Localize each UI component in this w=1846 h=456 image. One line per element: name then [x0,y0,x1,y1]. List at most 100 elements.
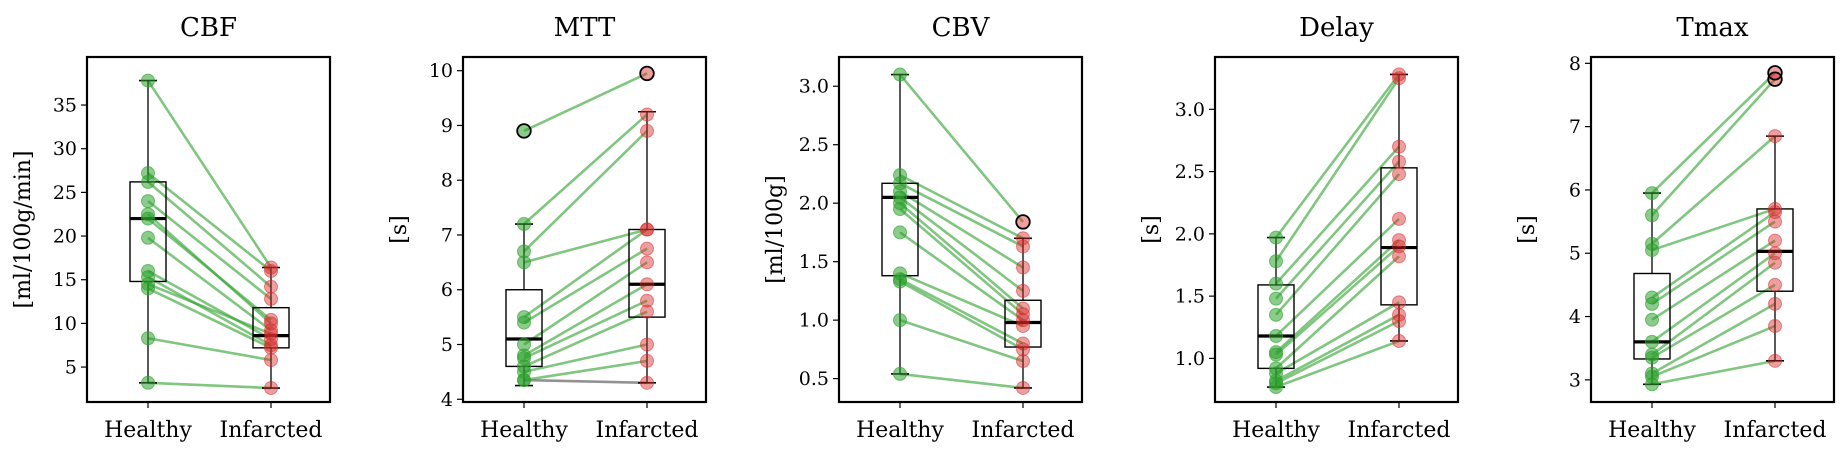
pair-line [146,79,273,269]
infarcted-point [1016,318,1030,333]
pair-line [147,180,272,288]
x-category-label: Healthy [1232,418,1320,443]
infarcted-point [1016,239,1030,254]
infarcted-point [1016,313,1030,328]
pair-line [899,182,1024,248]
healthy-point [517,217,531,232]
y-axis-label: [s] [1515,215,1540,243]
y-axis-label: [s] [1139,215,1164,243]
y-tick-label: 2.5 [799,134,829,156]
pair-line [147,269,272,341]
axes-frame [461,55,708,404]
infarcted-point [1392,239,1406,254]
infarcted-point [640,375,654,390]
y-tick-label: 1.5 [1175,286,1205,308]
y-tick-label: 9 [441,115,453,137]
panel-title: CBF [180,13,237,43]
pair-line [1651,252,1776,343]
outlier-point [516,123,532,139]
healthy-point [893,202,907,217]
outlier-point [1767,65,1783,81]
pair-line [899,73,1024,223]
y-axis-label: [ml/100g/min] [11,150,36,308]
infarcted-point [1016,301,1030,316]
y-tick-label: 3.0 [799,76,829,98]
pair-line [523,228,648,319]
healthy-point [893,313,907,328]
healthy-point [1645,243,1659,258]
infarcted-point [640,241,654,256]
infarcted-point [1768,353,1782,368]
healthy-point [1269,347,1283,362]
infarcted-point [1016,307,1030,322]
healthy-point [517,315,531,330]
healthy-point [141,174,155,189]
infarcted-point [640,353,654,368]
pair-line [1275,301,1400,375]
y-tick-label: 35 [53,95,77,117]
y-tick-label: 25 [53,182,77,204]
pair-line [1651,78,1776,217]
infarcted-point [1016,380,1030,395]
healthy-point [517,255,531,270]
healthy-point [1269,230,1283,245]
infarcted-point [1768,255,1782,270]
x-category-label: Healthy [480,418,568,443]
infarcted-point [264,326,278,341]
pair-line [1275,239,1400,354]
y-tick-label: 4 [1569,306,1581,328]
y-tick-label: 2.0 [1175,223,1205,245]
pair-line [147,172,272,273]
pair-line [1651,239,1776,321]
pair-line [523,261,648,346]
x-category-label: Infarcted [220,418,323,443]
infarcted-point [1392,67,1406,82]
pair-line [147,381,272,390]
healthy-point [1645,377,1659,392]
pair-line [1275,245,1400,356]
y-tick-label: 5 [441,334,453,356]
panel-tmax: Tmax [s] 3 4 5 6 7 8 Healthy Infarcted [1515,13,1836,443]
pair-line [1651,211,1776,299]
pair-line [1275,160,1400,300]
pair-line [147,217,272,321]
panel-title: Delay [1299,13,1374,43]
infarcted-point [1392,295,1406,310]
pair-line [147,287,272,350]
healthy-point [1645,186,1659,201]
box-iqr [628,228,666,318]
y-tick-label: 15 [53,269,77,291]
pair-line [147,336,272,362]
y-tick-label: 30 [53,138,77,160]
infarcted-point [264,291,278,306]
infarcted-point [1016,283,1030,298]
healthy-point [1645,312,1659,327]
y-tick-label: 7 [1569,116,1581,138]
infarcted-point [264,353,278,368]
pair-line [523,310,648,368]
pair-line [1275,217,1400,337]
pair-line [147,275,272,347]
infarcted-point [264,312,278,327]
pair-line [523,228,648,264]
y-tick-label: 20 [53,226,77,248]
pair-line [523,72,648,133]
infarcted-point [1392,314,1406,329]
y-tick-label: 1.0 [799,310,829,332]
outlier-point [1767,71,1783,87]
infarcted-point [264,263,278,278]
x-category-label: Infarcted [596,418,699,443]
panel-title: CBV [932,13,991,43]
infarcted-point [264,381,278,396]
healthy-point [1269,276,1283,291]
panel-delay: Delay [s] 1.0 1.5 2.0 2.5 3.0 Healthy Infarcted [1139,13,1460,443]
healthy-point [1645,208,1659,223]
pair-line [1651,302,1776,375]
y-tick-label: 8 [1569,53,1581,75]
pair-line [1651,220,1776,305]
y-tick-label: 4 [441,389,453,411]
infarcted-point [640,123,654,138]
pair-line [1651,71,1776,195]
panel-title: MTT [554,13,616,43]
